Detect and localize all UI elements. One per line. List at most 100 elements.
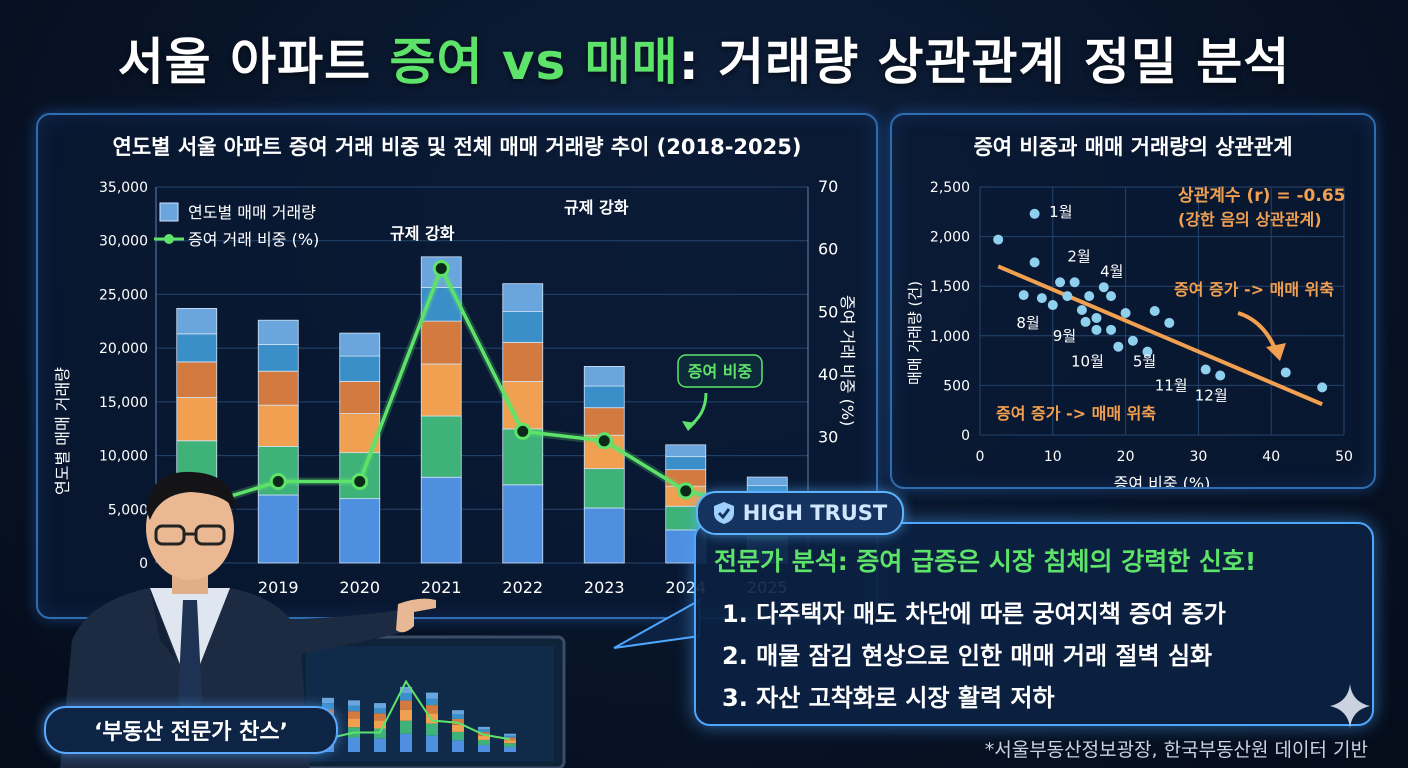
legend-line-marker bbox=[164, 234, 174, 244]
scatter-point bbox=[1029, 208, 1040, 219]
scatter-point bbox=[1062, 291, 1073, 302]
scatter-point bbox=[1076, 305, 1087, 316]
trend-bar-segment bbox=[257, 370, 299, 406]
badge-label: HIGH TRUST bbox=[742, 501, 888, 525]
page-title: 서울 아파트 증여 vs 매매: 거래량 상관관계 정밀 분석 bbox=[117, 33, 1291, 91]
callout-item-2: 2. 매물 잠김 현상으로 인한 매매 거래 절벽 심화 bbox=[722, 642, 1213, 670]
scatter-point bbox=[1113, 341, 1124, 352]
mini-bar-segment bbox=[400, 700, 412, 710]
mini-bar-segment bbox=[400, 709, 412, 721]
trend-bar-segment bbox=[176, 397, 218, 442]
scatter-point-label: 5월 bbox=[1133, 353, 1156, 371]
mini-bar-segment bbox=[400, 686, 412, 694]
scatter-point bbox=[1280, 367, 1291, 378]
scatter-point-label: 8월 bbox=[1016, 314, 1039, 332]
scatter-y-tick: 1,000 bbox=[930, 329, 970, 345]
trend-y-tick: 35,000 bbox=[99, 180, 148, 196]
scatter-point bbox=[1018, 290, 1029, 301]
mini-bar-segment bbox=[374, 720, 386, 729]
scatter-x-tick: 30 bbox=[1189, 449, 1207, 465]
scatter-y-tick: 500 bbox=[943, 378, 970, 394]
trend-line-point bbox=[269, 473, 287, 491]
scatter-point bbox=[1164, 317, 1175, 328]
scatter-y-label: 매매 거래량 (건) bbox=[906, 281, 924, 385]
trend-y-tick: 25,000 bbox=[99, 287, 148, 303]
presenter-nameplate: ‘부동산 전문가 찬스’ bbox=[44, 706, 338, 754]
scatter-point bbox=[1084, 291, 1095, 302]
scatter-point bbox=[1055, 277, 1066, 288]
shield-check-icon bbox=[713, 502, 734, 524]
mini-bar-segment bbox=[322, 703, 334, 710]
scatter-point-label: 9월 bbox=[1053, 327, 1076, 345]
mini-bar-segment bbox=[400, 720, 412, 734]
trend-bar-segment bbox=[176, 307, 218, 335]
correlation-coefficient: 상관계수 (r) = -0.65 bbox=[1178, 186, 1345, 206]
mini-bar-segment bbox=[348, 737, 360, 752]
correlation-chart-panel: 증여 비중과 매매 거래량의 상관관계 0 500 1,000 1,500 2,000 2… bbox=[890, 113, 1376, 489]
trend-bar-segment bbox=[502, 341, 544, 382]
trend-bar-segment bbox=[257, 494, 299, 564]
trend-y-tick: 20,000 bbox=[99, 341, 148, 357]
trend-bar-segment bbox=[502, 283, 544, 313]
trend-bar-segment bbox=[502, 311, 544, 343]
mini-bar-segment bbox=[322, 697, 334, 704]
trend-line bbox=[196, 264, 768, 512]
mini-bar-segment bbox=[452, 710, 464, 715]
trend-y-tick: 10,000 bbox=[99, 449, 148, 465]
mini-bar-segment bbox=[348, 718, 360, 728]
scatter-point bbox=[1106, 324, 1117, 335]
scatter-point bbox=[993, 234, 1004, 245]
trend-y-label: 연도별 매매 거래량 bbox=[53, 367, 72, 495]
trend-line-point bbox=[351, 473, 369, 491]
svg-text:증여 비중: 증여 비중 bbox=[688, 362, 753, 381]
mini-bar-segment bbox=[504, 733, 516, 736]
trend-x-tick: 2021 bbox=[421, 578, 462, 597]
mini-bar-segment bbox=[348, 711, 360, 719]
scatter-point bbox=[1091, 324, 1102, 335]
mini-bar-segment bbox=[374, 703, 386, 708]
trend-line-point bbox=[677, 482, 695, 500]
correlation-chart: 0 500 1,000 1,500 2,000 2,500 0 10 20 30 40 50 1월 2월… bbox=[906, 180, 1353, 487]
trend-x-tick: 2019 bbox=[258, 578, 299, 597]
annotation-left: 증여 증가 -> 매매 위축 bbox=[996, 404, 1156, 423]
scatter-point bbox=[1106, 291, 1117, 302]
mini-bar-segment bbox=[426, 698, 438, 706]
callout-item-1: 1. 다주택자 매도 차단에 따른 궁여지책 증여 증가 bbox=[722, 600, 1226, 628]
annotation-regulation-2024: 규제 강화 bbox=[564, 198, 629, 217]
scatter-y-tick: 1,500 bbox=[930, 279, 970, 295]
trend-bar-segment bbox=[420, 415, 462, 478]
mini-bar-segment bbox=[400, 733, 412, 752]
trend-bar-segment bbox=[176, 361, 218, 398]
trend-y2-tick: 50 bbox=[818, 302, 838, 321]
legend-line-label: 증여 거래 비중 (%) bbox=[188, 230, 319, 249]
scatter-point bbox=[1127, 335, 1138, 346]
trend-bar-segment bbox=[257, 404, 299, 447]
mini-bar-segment bbox=[504, 746, 516, 752]
annotation-arrow bbox=[1237, 311, 1278, 352]
sparkle-icon bbox=[1330, 684, 1370, 728]
trend-bar-segment bbox=[583, 407, 625, 436]
trend-bar-segment bbox=[583, 468, 625, 509]
trend-y2-tick: 60 bbox=[818, 240, 838, 259]
mini-bar-segment bbox=[504, 743, 516, 747]
trend-bar-segment bbox=[420, 476, 462, 564]
scatter-point bbox=[1317, 382, 1328, 393]
mini-line bbox=[327, 679, 511, 741]
mini-bar-segment bbox=[504, 735, 516, 738]
presenter-illustration bbox=[60, 471, 566, 768]
trend-chart: 0 5,000 10,000 15,000 20,000 25,000 30,000 35,0… bbox=[53, 177, 857, 597]
mini-bar-segment bbox=[478, 735, 490, 740]
mini-bar-segment bbox=[426, 713, 438, 724]
trend-y2-tick: 40 bbox=[818, 365, 838, 384]
scatter-point bbox=[1080, 316, 1091, 327]
mini-bar-segment bbox=[400, 693, 412, 701]
trend-line-point bbox=[514, 422, 532, 440]
expert-callout: 전문가 분석: 증여 급증은 시장 침체의 강력한 신호! 1. 다주택자 매도… bbox=[694, 522, 1374, 726]
trend-bar-segment bbox=[420, 320, 462, 365]
annotation-gift-share: 증여 비중 bbox=[677, 354, 763, 431]
mini-bar-segment bbox=[426, 692, 438, 699]
trend-line-point bbox=[595, 432, 613, 450]
scatter-y-tick: 2,500 bbox=[930, 180, 970, 196]
callout-item-3: 3. 자산 고착화로 시장 활력 저하 bbox=[722, 684, 1055, 712]
scatter-point-label: 4월 bbox=[1100, 262, 1123, 280]
